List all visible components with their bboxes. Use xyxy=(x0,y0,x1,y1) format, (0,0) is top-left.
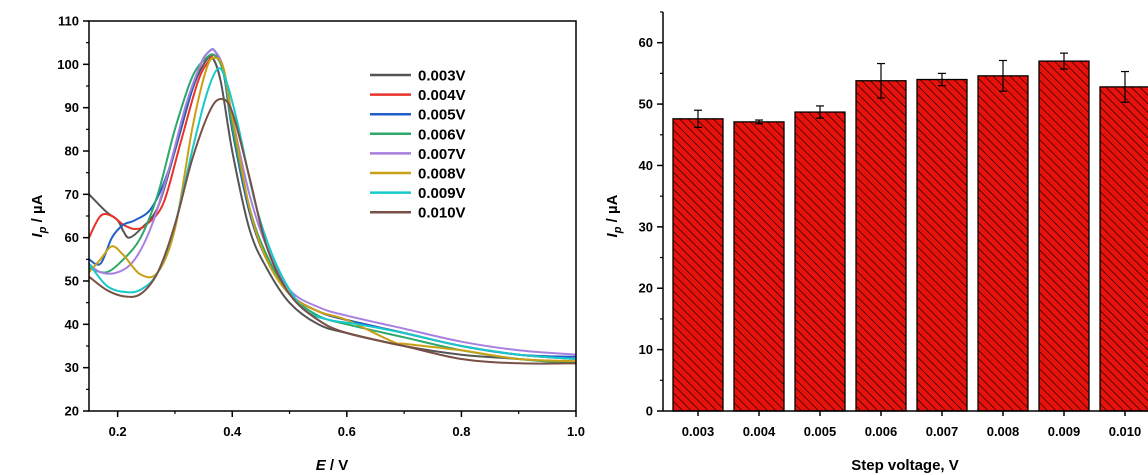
bar-x-tick-label: 0.005 xyxy=(804,424,837,439)
bar-hatch xyxy=(1099,86,1148,412)
x-tick-label: 0.8 xyxy=(452,424,470,439)
bar-x-tick-label: 0.003 xyxy=(682,424,715,439)
y-tick-label: 20 xyxy=(65,404,79,419)
bar-x-tick-label: 0.007 xyxy=(926,424,959,439)
bar-chart: 0.003 0.004 0.005 0.006 0.007 0.008 0.009 0.010… xyxy=(604,11,1148,474)
x-tick-label: 0.6 xyxy=(338,424,356,439)
bar-y-axis-unit: / µA xyxy=(604,194,621,226)
x-axis-title: E / V xyxy=(316,457,349,474)
line-chart: 0.2 0.4 0.6 0.8 1.0 20 30 40 50 60 70 80 90 100 110 0.… xyxy=(29,14,585,475)
bar-group xyxy=(672,52,1148,412)
series-line-0.006V xyxy=(89,53,576,365)
bar-hatch xyxy=(672,118,724,412)
bar-x-tick-label: 0.008 xyxy=(987,424,1020,439)
legend-label: 0.007V xyxy=(418,146,466,163)
bar-hatch xyxy=(855,80,907,412)
bar-y-tick-label: 50 xyxy=(639,97,653,112)
bar-hatch xyxy=(733,121,785,412)
y-tick-label: 90 xyxy=(65,100,79,115)
legend: 0.003V 0.004V 0.005V 0.006V 0.007V 0.008V 0.00… xyxy=(370,68,466,222)
series-line-0.007V xyxy=(89,48,576,356)
bar-hatch xyxy=(794,111,846,412)
bar-x-tick-label: 0.009 xyxy=(1048,424,1081,439)
bar-y-axis-symbol: I xyxy=(604,232,621,237)
y-tick-label: 30 xyxy=(65,360,79,375)
x-tick-label: 0.4 xyxy=(223,424,242,439)
y-tick-label: 50 xyxy=(65,274,79,289)
bar-x-tick-label: 0.004 xyxy=(743,424,776,439)
bar-y-tick-label: 0 xyxy=(646,404,653,419)
y-tick-label: 40 xyxy=(65,317,79,332)
legend-label: 0.004V xyxy=(418,87,466,104)
legend-label: 0.009V xyxy=(418,185,466,202)
legend-label: 0.005V xyxy=(418,107,466,124)
left-ticks: 0.2 0.4 0.6 0.8 1.0 20 30 40 50 60 70 80 90 100 110 xyxy=(57,14,585,440)
series-line-0.004V xyxy=(89,53,576,360)
bar-hatch xyxy=(977,75,1029,412)
x-axis-unit: / V xyxy=(326,457,349,474)
legend-label: 0.010V xyxy=(418,205,466,222)
y-axis-subscript: p xyxy=(37,226,49,234)
y-tick-label: 80 xyxy=(65,144,79,159)
x-tick-label: 0.2 xyxy=(109,424,127,439)
right-ticks: 0.003 0.004 0.005 0.006 0.007 0.008 0.009 0.010… xyxy=(639,11,1142,439)
y-axis-unit: / µA xyxy=(29,194,46,226)
y-tick-label: 60 xyxy=(65,230,79,245)
y-tick-label: 110 xyxy=(58,14,79,29)
bar-y-tick-label: 60 xyxy=(639,35,653,50)
series-line-0.005V xyxy=(89,48,576,358)
series-line-0.010V xyxy=(89,97,576,365)
bar-y-tick-label: 30 xyxy=(639,219,653,234)
y-axis-title: Ip / µA xyxy=(29,194,49,237)
bar-hatch xyxy=(916,78,968,412)
series-line-0.008V xyxy=(89,56,576,363)
bar-x-tick-label: 0.010 xyxy=(1109,424,1142,439)
bar-y-tick-label: 10 xyxy=(639,342,653,357)
bar-y-tick-label: 40 xyxy=(639,158,653,173)
legend-label: 0.006V xyxy=(418,126,466,143)
bar-x-tick-label: 0.006 xyxy=(865,424,898,439)
x-axis-symbol: E xyxy=(316,457,327,474)
y-axis-symbol: I xyxy=(29,232,46,237)
y-tick-label: 100 xyxy=(57,57,79,72)
y-tick-label: 70 xyxy=(65,187,79,202)
x-tick-label: 1.0 xyxy=(567,424,585,439)
bar-hatch xyxy=(1038,60,1090,412)
legend-label: 0.003V xyxy=(418,68,466,85)
bar-y-tick-label: 20 xyxy=(639,281,653,296)
line-series-group xyxy=(89,48,576,365)
series-line-0.009V xyxy=(89,67,576,360)
bar-y-axis-subscript: p xyxy=(612,226,624,234)
legend-label: 0.008V xyxy=(418,166,466,183)
bar-x-axis-title: Step voltage, V xyxy=(851,457,959,474)
bar-y-axis-title: Ip / µA xyxy=(604,194,624,237)
